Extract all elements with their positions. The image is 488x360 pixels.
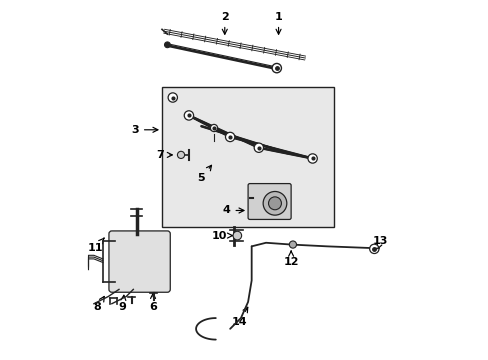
Circle shape (164, 42, 170, 48)
Text: 3: 3 (131, 125, 158, 135)
FancyBboxPatch shape (109, 231, 170, 292)
Circle shape (168, 93, 177, 102)
Text: 7: 7 (156, 150, 172, 160)
Text: 4: 4 (222, 206, 244, 216)
Circle shape (254, 143, 263, 152)
Circle shape (184, 111, 193, 120)
Text: 13: 13 (372, 236, 387, 249)
Text: 2: 2 (221, 12, 228, 34)
Text: 1: 1 (274, 12, 282, 34)
Circle shape (369, 244, 378, 253)
Circle shape (225, 132, 234, 141)
Text: 11: 11 (88, 238, 104, 253)
Circle shape (289, 241, 296, 248)
Circle shape (233, 231, 241, 240)
Text: 9: 9 (119, 295, 126, 312)
Text: 6: 6 (149, 293, 157, 312)
Text: 10: 10 (211, 231, 232, 240)
FancyBboxPatch shape (247, 184, 290, 220)
Text: 5: 5 (197, 165, 211, 183)
Circle shape (263, 192, 286, 215)
Text: 12: 12 (283, 251, 298, 267)
Circle shape (271, 63, 281, 73)
Circle shape (268, 197, 281, 210)
Text: 14: 14 (231, 307, 247, 327)
Circle shape (307, 154, 317, 163)
Polygon shape (162, 87, 333, 226)
Circle shape (210, 125, 217, 132)
Text: 8: 8 (93, 296, 104, 312)
Circle shape (177, 151, 184, 158)
